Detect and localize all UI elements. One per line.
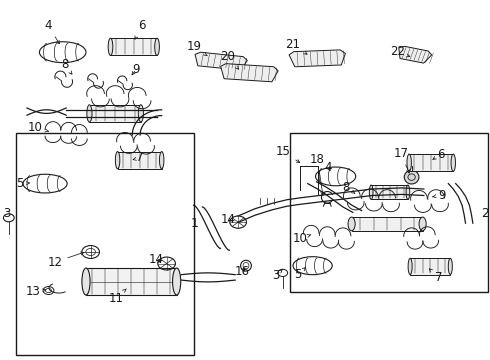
Ellipse shape bbox=[407, 154, 411, 171]
Bar bbox=[410, 258, 450, 275]
Text: 3: 3 bbox=[3, 207, 11, 220]
Polygon shape bbox=[399, 46, 432, 63]
Text: 1: 1 bbox=[191, 217, 199, 230]
Bar bbox=[118, 152, 162, 169]
Ellipse shape bbox=[82, 268, 90, 295]
Text: 14: 14 bbox=[148, 253, 163, 266]
Text: 4: 4 bbox=[324, 161, 332, 174]
Polygon shape bbox=[220, 64, 278, 82]
Ellipse shape bbox=[406, 185, 410, 199]
Text: 7: 7 bbox=[429, 269, 442, 284]
Text: 10: 10 bbox=[293, 232, 311, 245]
Text: 14: 14 bbox=[221, 213, 236, 226]
Bar bbox=[16, 133, 194, 355]
Text: 8: 8 bbox=[342, 181, 355, 194]
Text: 9: 9 bbox=[433, 189, 446, 202]
Ellipse shape bbox=[404, 170, 419, 184]
Text: 12: 12 bbox=[48, 252, 84, 269]
Ellipse shape bbox=[348, 217, 355, 231]
Bar bbox=[371, 185, 408, 199]
Text: 7: 7 bbox=[133, 151, 144, 164]
Bar bbox=[111, 38, 157, 55]
Ellipse shape bbox=[155, 38, 159, 55]
Text: 21: 21 bbox=[286, 38, 307, 54]
Ellipse shape bbox=[108, 38, 113, 55]
Text: 5: 5 bbox=[294, 268, 306, 281]
Text: 6: 6 bbox=[433, 148, 445, 161]
Ellipse shape bbox=[138, 105, 144, 122]
Ellipse shape bbox=[448, 258, 452, 274]
Text: 5: 5 bbox=[16, 177, 29, 190]
Polygon shape bbox=[195, 52, 247, 70]
Ellipse shape bbox=[419, 217, 426, 231]
Ellipse shape bbox=[408, 258, 412, 274]
Bar bbox=[89, 105, 141, 122]
Text: 10: 10 bbox=[28, 121, 49, 134]
Text: 9: 9 bbox=[132, 63, 140, 76]
Text: 6: 6 bbox=[135, 19, 146, 39]
Text: 17: 17 bbox=[393, 147, 410, 173]
Text: 13: 13 bbox=[25, 285, 46, 298]
Ellipse shape bbox=[451, 154, 456, 171]
Text: 11: 11 bbox=[109, 289, 126, 305]
Text: 18: 18 bbox=[310, 153, 325, 195]
Text: 8: 8 bbox=[61, 58, 72, 74]
Bar bbox=[290, 133, 488, 292]
Bar bbox=[86, 268, 177, 295]
Text: 19: 19 bbox=[187, 40, 207, 56]
Text: 3: 3 bbox=[272, 269, 282, 282]
Text: 2: 2 bbox=[481, 207, 489, 220]
Text: 4: 4 bbox=[44, 19, 59, 44]
Ellipse shape bbox=[159, 152, 164, 169]
Text: 22: 22 bbox=[391, 45, 410, 58]
Bar bbox=[352, 217, 422, 231]
Ellipse shape bbox=[87, 105, 92, 122]
Ellipse shape bbox=[369, 185, 373, 199]
Text: 16: 16 bbox=[235, 265, 249, 278]
Ellipse shape bbox=[172, 268, 181, 295]
Bar bbox=[409, 154, 453, 171]
Text: 15: 15 bbox=[276, 145, 300, 163]
Ellipse shape bbox=[115, 152, 120, 169]
Text: 20: 20 bbox=[220, 50, 239, 69]
Polygon shape bbox=[289, 50, 345, 67]
